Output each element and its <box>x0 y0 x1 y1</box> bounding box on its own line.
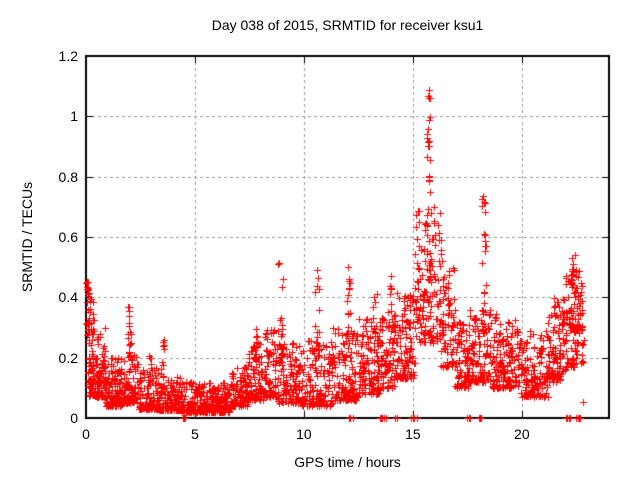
x-tick-label: 0 <box>82 426 90 442</box>
y-tick-label: 0.6 <box>58 229 78 245</box>
x-tick-label: 10 <box>296 426 312 442</box>
x-tick-label: 15 <box>405 426 421 442</box>
y-tick-label: 0.4 <box>58 289 78 306</box>
y-axis-title: SRMTID / TECUs <box>19 181 35 293</box>
x-axis-title: GPS time / hours <box>294 454 401 470</box>
x-tick-label: 20 <box>514 426 530 442</box>
y-tick-label: 0 <box>70 410 78 426</box>
x-tick-label: 5 <box>191 426 199 442</box>
y-tick-label: 0.2 <box>58 349 78 366</box>
y-tick-label: 0.8 <box>58 168 78 185</box>
chart-title: Day 038 of 2015, SRMTID for receiver ksu… <box>211 17 484 33</box>
y-tick-label: 1.2 <box>58 48 78 64</box>
y-tick-label: 1 <box>70 108 78 125</box>
